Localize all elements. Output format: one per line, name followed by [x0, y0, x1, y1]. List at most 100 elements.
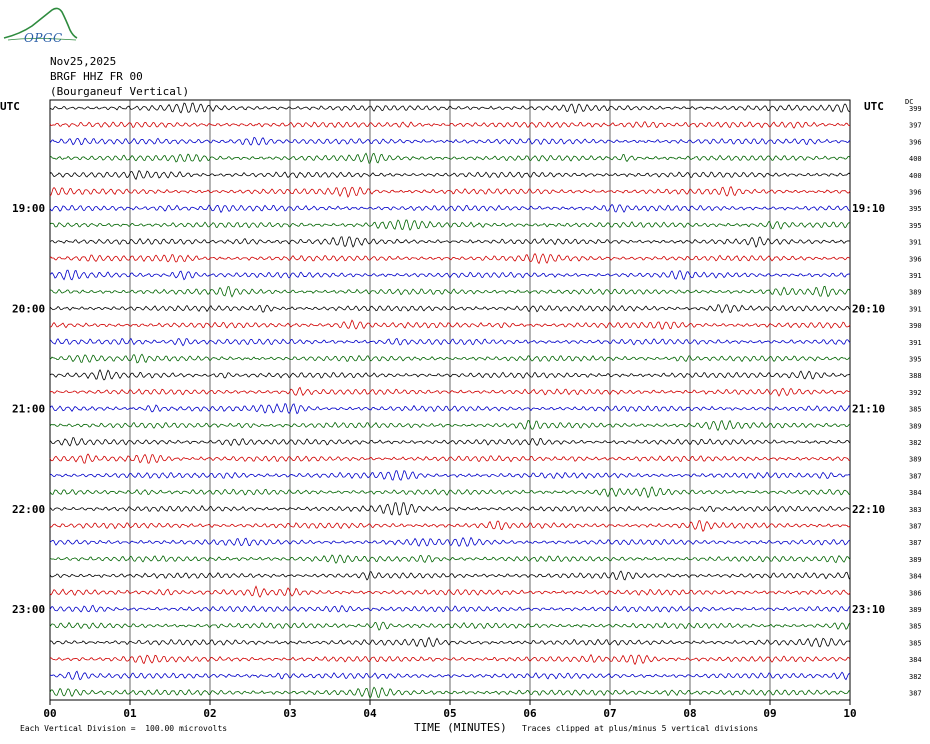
dc-offset-label: 389 [909, 289, 922, 297]
x-tick-label: 09 [763, 707, 776, 720]
dc-offset-label: 389 [909, 606, 922, 614]
dc-offset-label: 400 [909, 172, 922, 180]
dc-offset-label: 385 [909, 639, 922, 647]
utc-hour-label-right: 19:10 [852, 202, 885, 215]
seismic-trace [49, 621, 851, 631]
dc-offset-label: 384 [909, 656, 922, 664]
utc-hour-label-right: 21:10 [852, 403, 885, 416]
dc-offset-label: 387 [909, 539, 922, 547]
dc-offset-label: 384 [909, 489, 922, 497]
seismic-trace [49, 419, 851, 432]
seismic-trace [49, 653, 851, 666]
utc-hour-label-left: 22:00 [12, 503, 45, 516]
x-tick-label: 07 [603, 707, 616, 720]
x-tick-label: 05 [443, 707, 456, 720]
dc-offset-label: 396 [909, 189, 922, 197]
utc-hour-label-left: 23:00 [12, 603, 45, 616]
seismic-trace [49, 686, 851, 699]
dc-offset-label: 387 [909, 690, 922, 698]
dc-offset-label: 389 [909, 556, 922, 564]
dc-offset-label: 390 [909, 322, 922, 330]
seismic-trace [49, 121, 851, 129]
seismic-trace [49, 604, 851, 613]
dc-offset-label: 391 [909, 339, 922, 347]
seismic-trace [49, 453, 851, 464]
seismic-trace [49, 185, 851, 198]
opgc-logo: OPGC [2, 4, 78, 45]
x-tick-label: 10 [843, 707, 856, 720]
dc-label: DC [905, 98, 914, 106]
dc-offset-label: 399 [909, 105, 922, 113]
x-tick-label: 00 [43, 707, 56, 720]
dc-offset-label: 387 [909, 472, 922, 480]
dc-offset-label: 384 [909, 573, 922, 581]
seismic-trace [49, 554, 851, 564]
x-tick-label: 08 [683, 707, 696, 720]
seismic-trace [49, 403, 851, 415]
footer-scale-note: Each Vertical Division = 100.00 microvol… [20, 724, 228, 733]
x-axis-title: TIME (MINUTES) [414, 721, 507, 734]
seismic-trace [49, 337, 851, 347]
dc-offset-label: 385 [909, 623, 922, 631]
seismic-trace [49, 152, 851, 164]
utc-label-left: UTC [0, 100, 20, 113]
seismic-trace [49, 636, 851, 648]
seismic-trace [49, 285, 851, 298]
dc-offset-label: 400 [909, 155, 922, 163]
seismic-trace [49, 319, 851, 330]
dc-offset-label: 391 [909, 272, 922, 280]
seismic-trace [49, 536, 851, 547]
header-description: (Bourganeuf Vertical) [50, 85, 190, 98]
utc-hour-label-left: 20:00 [12, 302, 45, 315]
dc-offset-label: 391 [909, 239, 922, 247]
seismic-trace [49, 486, 851, 499]
x-tick-label: 02 [203, 707, 216, 720]
dc-offset-label: 395 [909, 222, 922, 230]
x-tick-label: 03 [283, 707, 296, 720]
seismic-trace [49, 304, 851, 314]
utc-hour-label-right: 22:10 [852, 503, 885, 516]
logo-text: OPGC [24, 31, 63, 45]
dc-offset-label: 388 [909, 372, 922, 380]
seismic-trace [49, 670, 851, 681]
dc-offset-label: 385 [909, 406, 922, 414]
seismic-trace [49, 570, 851, 581]
utc-hour-label-right: 23:10 [852, 603, 885, 616]
dc-offset-label: 395 [909, 356, 922, 364]
x-tick-label: 04 [363, 707, 377, 720]
dc-offset-label: 397 [909, 122, 922, 130]
dc-offset-label: 386 [909, 589, 922, 597]
seismic-trace [49, 470, 851, 481]
seismic-trace [49, 236, 851, 248]
seismic-trace [49, 368, 851, 381]
header-station: BRGF HHZ FR 00 [50, 70, 143, 83]
utc-hour-label-left: 19:00 [12, 202, 45, 215]
dc-offset-label: 395 [909, 205, 922, 213]
seismic-trace [49, 585, 851, 598]
seismic-trace [49, 136, 851, 146]
header-date: Nov25,2025 [50, 55, 117, 68]
utc-hour-label-left: 21:00 [12, 403, 45, 416]
seismic-trace [49, 219, 851, 231]
dc-offset-label: 392 [909, 389, 922, 397]
seismic-trace [49, 520, 851, 533]
utc-label-right: UTC [864, 100, 884, 113]
utc-hour-label-right: 20:10 [852, 302, 885, 315]
dc-offset-label: 396 [909, 255, 922, 263]
dc-offset-label: 389 [909, 456, 922, 464]
seismic-trace [49, 170, 851, 181]
dc-offset-label: 382 [909, 439, 922, 447]
seismic-trace [49, 437, 851, 447]
seismic-trace [49, 203, 851, 214]
dc-offset-label: 383 [909, 506, 922, 514]
seismic-trace [49, 502, 851, 516]
dc-offset-label: 387 [909, 523, 922, 531]
logo-mountain-icon [3, 7, 78, 41]
seismic-trace [49, 353, 851, 364]
x-tick-label: 01 [123, 707, 137, 720]
seismic-trace [49, 253, 851, 265]
dc-offset-label: 391 [909, 305, 922, 313]
dc-offset-label: 389 [909, 422, 922, 430]
x-tick-label: 06 [523, 707, 537, 720]
